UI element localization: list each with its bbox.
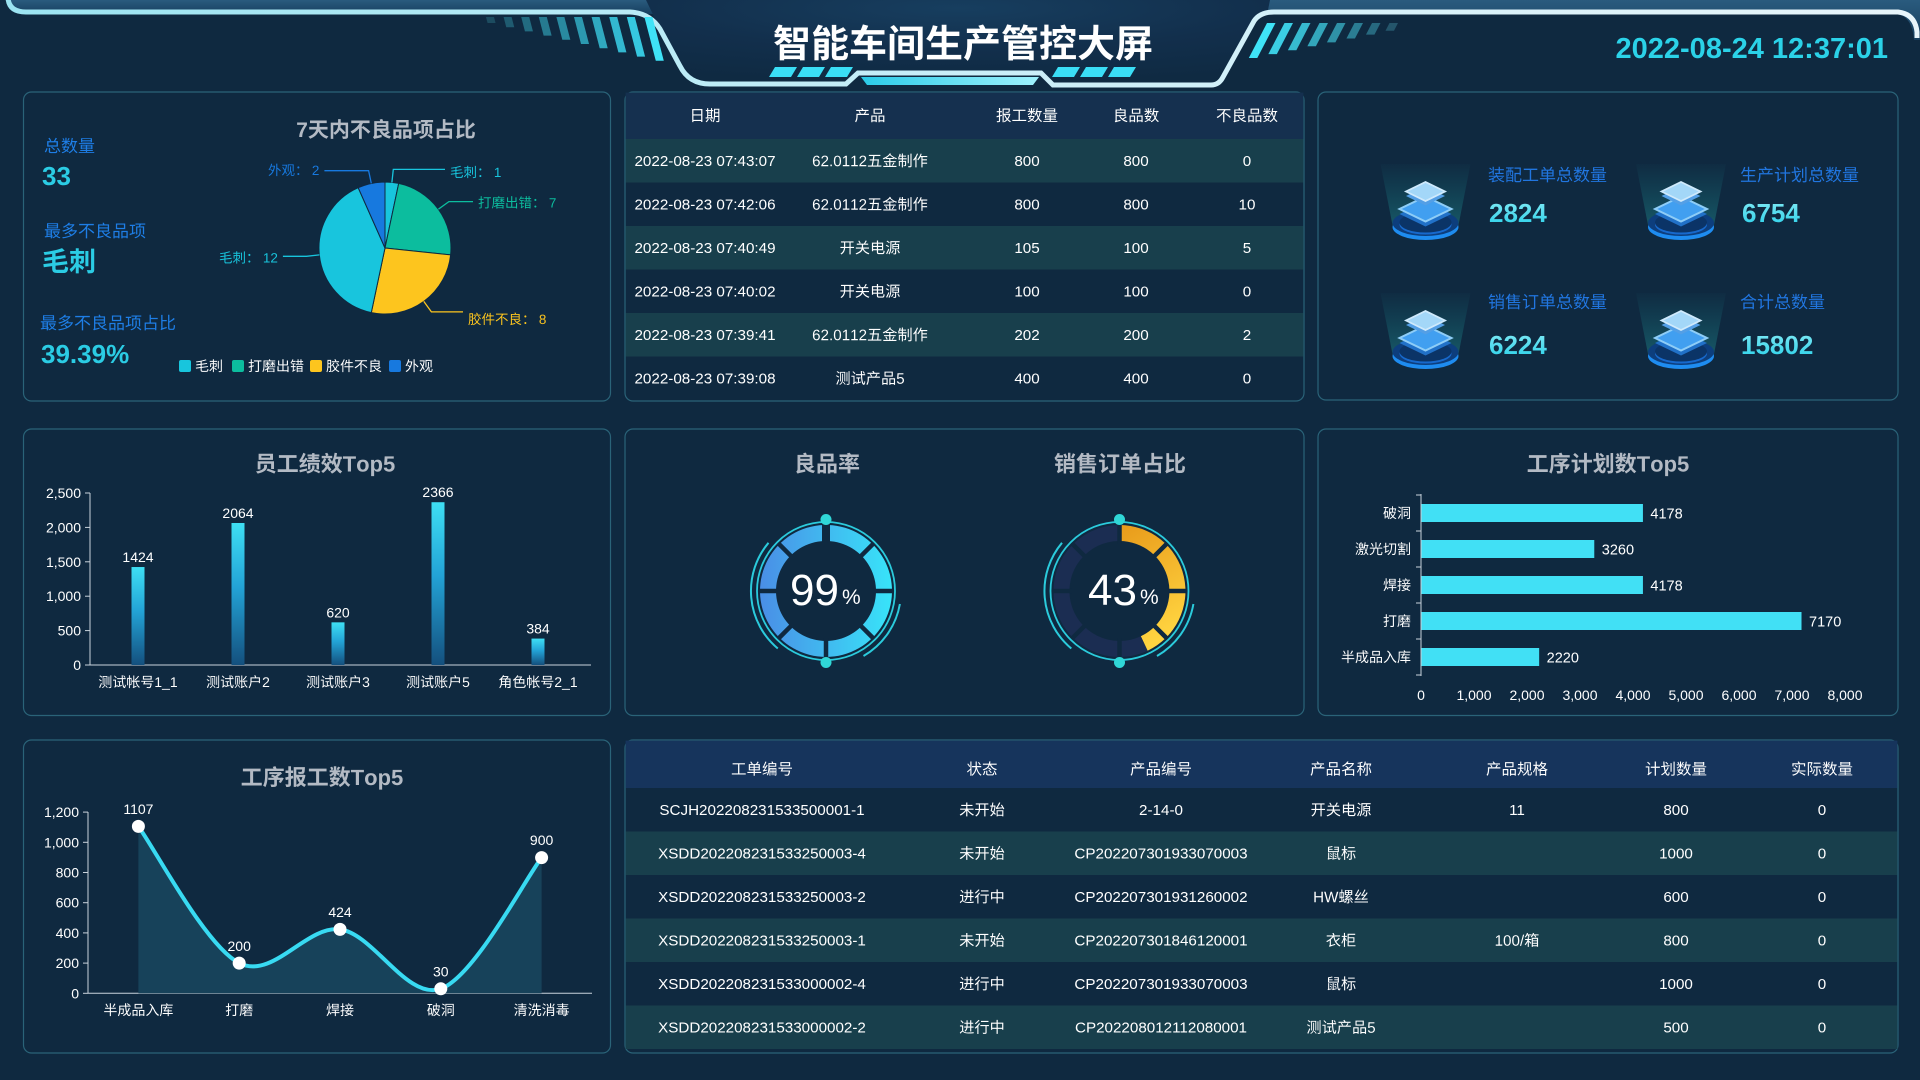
svg-text:3,000: 3,000 (1562, 687, 1597, 703)
svg-text:%: % (1140, 586, 1159, 609)
svg-text:CP202207301933070003: CP202207301933070003 (1074, 976, 1247, 993)
svg-text:600: 600 (56, 895, 80, 911)
svg-text:7,000: 7,000 (1774, 687, 1809, 703)
svg-text:XSDD202208231533250003-4: XSDD202208231533250003-4 (658, 846, 866, 863)
svg-text:1107: 1107 (123, 801, 153, 817)
svg-text:CP202207301931260002: CP202207301931260002 (1074, 889, 1247, 906)
svg-text:11: 11 (1509, 802, 1525, 819)
svg-text:0: 0 (1818, 846, 1826, 863)
svg-text:15802: 15802 (1741, 330, 1813, 360)
svg-text:XSDD202208231533250003-1: XSDD202208231533250003-1 (658, 933, 866, 950)
svg-text:7170: 7170 (1809, 615, 1841, 631)
svg-text:800: 800 (1663, 802, 1688, 819)
svg-text:CP202207301846120001: CP202207301846120001 (1074, 933, 1247, 950)
svg-text:200: 200 (1123, 327, 1148, 344)
svg-text:0: 0 (1243, 284, 1251, 301)
svg-text:2: 2 (1243, 327, 1251, 344)
svg-text:400: 400 (1123, 371, 1148, 388)
svg-text:5: 5 (1243, 240, 1251, 257)
svg-text:0: 0 (71, 985, 79, 1001)
svg-text:CP202207301933070003: CP202207301933070003 (1074, 846, 1247, 863)
svg-text:2824: 2824 (1489, 198, 1547, 228)
svg-text:2366: 2366 (422, 484, 453, 500)
svg-text:400: 400 (56, 925, 80, 941)
svg-text:400: 400 (1014, 371, 1039, 388)
svg-text:2022-08-23 07:42:06: 2022-08-23 07:42:06 (634, 197, 775, 214)
svg-text:200: 200 (228, 938, 252, 954)
svg-text:0: 0 (73, 657, 81, 673)
svg-text:4178: 4178 (1650, 579, 1682, 595)
svg-text:2022-08-23 07:39:08: 2022-08-23 07:39:08 (634, 371, 775, 388)
svg-text:0: 0 (1818, 1020, 1826, 1037)
svg-text:0: 0 (1243, 153, 1251, 170)
svg-text:800: 800 (1014, 197, 1039, 214)
svg-text:33: 33 (42, 161, 71, 191)
svg-text:1424: 1424 (122, 549, 153, 565)
svg-text:2022-08-23 07:40:02: 2022-08-23 07:40:02 (634, 284, 775, 301)
svg-text:424: 424 (328, 904, 352, 920)
svg-text:100: 100 (1123, 240, 1148, 257)
svg-text:2-14-0: 2-14-0 (1139, 802, 1183, 819)
svg-text:105: 105 (1014, 240, 1039, 257)
svg-text:2,000: 2,000 (46, 519, 81, 535)
svg-text:XSDD202208231533250003-2: XSDD202208231533250003-2 (658, 889, 866, 906)
svg-text:2022-08-23 07:40:49: 2022-08-23 07:40:49 (634, 240, 775, 257)
svg-text:2064: 2064 (222, 505, 253, 521)
svg-text:43: 43 (1088, 566, 1137, 615)
svg-text:6224: 6224 (1489, 330, 1547, 360)
svg-text:0: 0 (1818, 976, 1826, 993)
svg-text:384: 384 (526, 621, 550, 637)
svg-text:30: 30 (433, 964, 449, 980)
svg-text:800: 800 (1663, 933, 1688, 950)
svg-text:2,500: 2,500 (46, 485, 81, 501)
svg-text:2022-08-23 07:39:41: 2022-08-23 07:39:41 (634, 327, 775, 344)
svg-text:620: 620 (326, 604, 350, 620)
svg-text:600: 600 (1663, 889, 1688, 906)
svg-text:500: 500 (1663, 1020, 1688, 1037)
svg-text:39.39%: 39.39% (41, 339, 129, 369)
svg-text:3260: 3260 (1602, 543, 1634, 559)
svg-text:800: 800 (1123, 197, 1148, 214)
svg-text:%: % (842, 586, 861, 609)
svg-text:800: 800 (1014, 153, 1039, 170)
svg-text:100: 100 (1014, 284, 1039, 301)
svg-text:10: 10 (1239, 197, 1256, 214)
svg-text:SCJH202208231533500001-1: SCJH202208231533500001-1 (659, 802, 864, 819)
svg-text:1,000: 1,000 (1456, 687, 1491, 703)
svg-text:800: 800 (1123, 153, 1148, 170)
svg-text:XSDD202208231533000002-4: XSDD202208231533000002-4 (658, 976, 866, 993)
svg-text:1000: 1000 (1659, 976, 1693, 993)
svg-text:CP202208012112080001: CP202208012112080001 (1075, 1020, 1247, 1037)
svg-text:2,000: 2,000 (1509, 687, 1544, 703)
svg-text:1,000: 1,000 (44, 834, 79, 850)
svg-text:1,500: 1,500 (46, 554, 81, 570)
svg-text:0: 0 (1818, 802, 1826, 819)
svg-text:800: 800 (56, 865, 80, 881)
svg-text:900: 900 (530, 832, 554, 848)
svg-text:1,200: 1,200 (44, 804, 79, 820)
svg-text:2022-08-24 12:37:01: 2022-08-24 12:37:01 (1616, 33, 1888, 65)
svg-text:200: 200 (56, 955, 80, 971)
svg-text:100: 100 (1123, 284, 1148, 301)
svg-text:5,000: 5,000 (1668, 687, 1703, 703)
svg-text:1,000: 1,000 (46, 588, 81, 604)
svg-text:6754: 6754 (1742, 198, 1800, 228)
svg-text:1000: 1000 (1659, 846, 1693, 863)
svg-text:2022-08-23 07:43:07: 2022-08-23 07:43:07 (634, 153, 775, 170)
svg-text:8,000: 8,000 (1827, 687, 1862, 703)
svg-text:202: 202 (1014, 327, 1039, 344)
svg-text:6,000: 6,000 (1721, 687, 1756, 703)
svg-text:99: 99 (790, 566, 839, 615)
svg-text:0: 0 (1243, 371, 1251, 388)
svg-text:0: 0 (1818, 889, 1826, 906)
svg-text:4,000: 4,000 (1615, 687, 1650, 703)
svg-text:0: 0 (1818, 933, 1826, 950)
svg-text:4178: 4178 (1650, 507, 1682, 523)
svg-text:XSDD202208231533000002-2: XSDD202208231533000002-2 (658, 1020, 866, 1037)
svg-text:500: 500 (58, 623, 82, 639)
svg-text:0: 0 (1417, 687, 1425, 703)
svg-text:2220: 2220 (1547, 651, 1579, 667)
